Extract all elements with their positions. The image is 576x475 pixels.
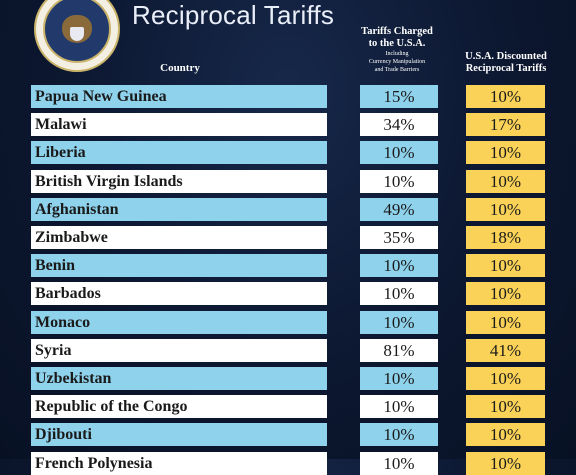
- country-column-header: Country: [160, 62, 200, 74]
- table-row: Monaco 10% 10%: [0, 311, 576, 334]
- discounted-tariff-cell: 10%: [466, 311, 545, 334]
- charged-tariff-cell: 81%: [360, 339, 438, 362]
- country-cell: Djibouti: [31, 423, 327, 446]
- seal-inner-ring: [43, 0, 111, 63]
- charged-header-sub3: and Trade Barriers: [374, 67, 420, 73]
- discounted-header-line2: Reciprocal Tariffs: [465, 63, 547, 74]
- discounted-tariff-cell: 10%: [466, 395, 545, 418]
- charged-tariff-cell: 34%: [360, 113, 438, 136]
- table-row: Barbados 10% 10%: [0, 282, 576, 305]
- discounted-tariff-cell: 18%: [466, 226, 545, 249]
- country-cell: Barbados: [31, 282, 327, 305]
- discounted-tariff-cell: 10%: [466, 254, 545, 277]
- table-row: Malawi 34% 17%: [0, 113, 576, 136]
- charged-header-line1: Tariffs Charged: [361, 26, 433, 37]
- country-cell: Afghanistan: [31, 198, 327, 221]
- discounted-tariff-cell: 10%: [466, 141, 545, 164]
- table-row: Republic of the Congo 10% 10%: [0, 395, 576, 418]
- charged-tariff-cell: 10%: [360, 423, 438, 446]
- country-cell: Republic of the Congo: [31, 395, 327, 418]
- charged-tariff-cell: 10%: [360, 141, 438, 164]
- country-cell: Monaco: [31, 311, 327, 334]
- country-cell: Uzbekistan: [31, 367, 327, 390]
- discounted-tariff-cell: 17%: [466, 113, 545, 136]
- discounted-header-line1: U.S.A. Discounted: [465, 51, 547, 62]
- charged-column-header: Tariffs Charged to the U.S.A. Including …: [350, 26, 444, 74]
- table-row: British Virgin Islands 10% 10%: [0, 170, 576, 193]
- charged-tariff-cell: 10%: [360, 452, 438, 475]
- table-row: Djibouti 10% 10%: [0, 423, 576, 446]
- charged-header-line2: to the U.S.A.: [368, 38, 426, 49]
- country-cell: Papua New Guinea: [31, 85, 327, 108]
- charged-tariff-cell: 35%: [360, 226, 438, 249]
- discounted-tariff-cell: 10%: [466, 367, 545, 390]
- discounted-tariff-cell: 10%: [466, 170, 545, 193]
- country-cell: Malawi: [31, 113, 327, 136]
- charged-header-sub1: Including: [385, 51, 409, 57]
- charged-tariff-cell: 10%: [360, 395, 438, 418]
- country-cell: French Polynesia: [31, 452, 327, 475]
- charged-tariff-cell: 10%: [360, 254, 438, 277]
- table-row: Papua New Guinea 15% 10%: [0, 85, 576, 108]
- table-row: Syria 81% 41%: [0, 339, 576, 362]
- table-row: French Polynesia 10% 10%: [0, 452, 576, 475]
- charged-tariff-cell: 10%: [360, 282, 438, 305]
- discounted-tariff-cell: 41%: [466, 339, 545, 362]
- charged-header-sub2: Currency Manipulation: [368, 59, 426, 65]
- table-row: Zimbabwe 35% 18%: [0, 226, 576, 249]
- country-cell: British Virgin Islands: [31, 170, 327, 193]
- table-row: Liberia 10% 10%: [0, 141, 576, 164]
- charged-tariff-cell: 10%: [360, 170, 438, 193]
- discounted-tariff-cell: 10%: [466, 423, 545, 446]
- country-cell: Liberia: [31, 141, 327, 164]
- charged-tariff-cell: 10%: [360, 311, 438, 334]
- country-cell: Zimbabwe: [31, 226, 327, 249]
- table-row: Benin 10% 10%: [0, 254, 576, 277]
- country-cell: Syria: [31, 339, 327, 362]
- discounted-tariff-cell: 10%: [466, 198, 545, 221]
- charged-tariff-cell: 10%: [360, 367, 438, 390]
- discounted-tariff-cell: 10%: [466, 85, 545, 108]
- country-cell: Benin: [31, 254, 327, 277]
- charged-tariff-cell: 49%: [360, 198, 438, 221]
- shield-icon: [70, 27, 84, 41]
- discounted-column-header: U.S.A. Discounted Reciprocal Tariffs: [454, 51, 558, 75]
- table-row: Uzbekistan 10% 10%: [0, 367, 576, 390]
- charged-tariff-cell: 15%: [360, 85, 438, 108]
- table-row: Afghanistan 49% 10%: [0, 198, 576, 221]
- discounted-tariff-cell: 10%: [466, 282, 545, 305]
- presidential-seal-icon: [34, 0, 120, 72]
- page-title: Reciprocal Tariffs: [132, 0, 335, 30]
- discounted-tariff-cell: 10%: [466, 452, 545, 475]
